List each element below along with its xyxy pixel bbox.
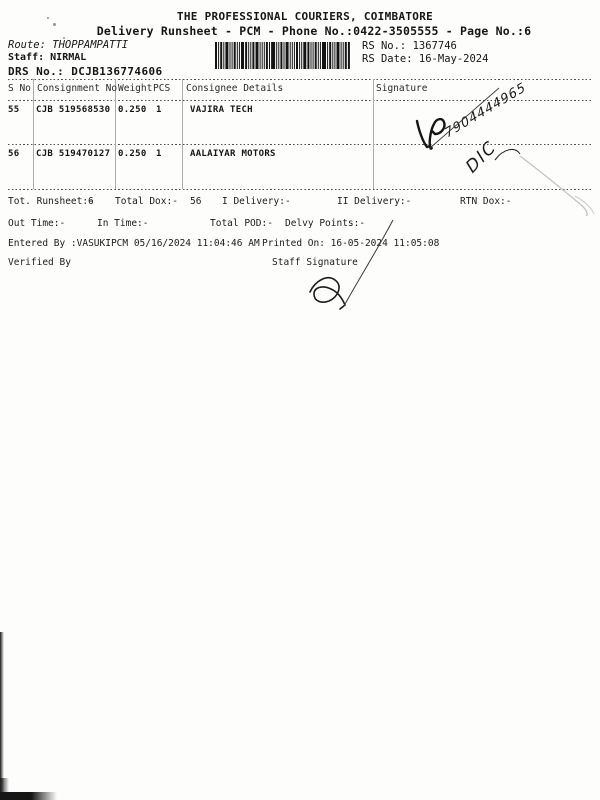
table-row-cell-weight: 0.250 <box>118 149 147 159</box>
scan-speck <box>63 37 65 39</box>
total-dox-label: Total Dox:- <box>115 196 178 207</box>
staff-signature-scribble <box>309 277 346 310</box>
scan-edge-shadow <box>0 778 9 800</box>
out-time-label: Out Time:- <box>8 218 66 229</box>
printed-on-text: Printed On: 16-05-2024 11:05:08 <box>262 238 440 249</box>
column-header-signature: Signature <box>376 83 428 94</box>
table-row-cell-pcs: 1 <box>156 105 162 115</box>
drs-value: DCJB136774606 <box>71 65 163 78</box>
ink-dot <box>429 146 433 150</box>
ii-delivery-label: II Delivery:- <box>337 196 412 207</box>
scan-speck <box>47 17 49 19</box>
i-delivery-label: I Delivery:- <box>222 196 291 207</box>
table-row-cell-pcs: 1 <box>156 149 162 159</box>
table-row-cell-consignee: VAJIRA TECH <box>190 105 253 115</box>
company-title: THE PROFESSIONAL COURIERS, COIMBATORE <box>176 10 434 23</box>
scan-edge-shadow <box>0 632 4 798</box>
drs-label: DRS No.: <box>8 65 65 78</box>
table-bottom-rule <box>8 189 592 190</box>
table-row-cell-consignee: AALAIYAR MOTORS <box>190 149 276 159</box>
rs-date-line: RS Date: 16-May-2024 <box>362 53 488 65</box>
column-header-consignment: Consignment No <box>37 83 118 94</box>
scan-speck <box>53 23 56 26</box>
staff-value: NIRMAL <box>50 52 87 63</box>
scan-edge-shadow <box>0 792 57 800</box>
table-row-cell-sno: 55 <box>8 105 20 115</box>
row1-signature-scribble <box>415 117 446 149</box>
route-line: Route: THOPPAMPATTI <box>8 39 128 51</box>
verified-by-label: Verified By <box>8 257 71 268</box>
table-row-cell-weight: 0.250 <box>118 105 147 115</box>
route-value: THOPPAMPATTI <box>52 39 129 51</box>
staff-signature-label: Staff Signature <box>272 257 358 268</box>
staff-label: Staff: <box>8 52 45 63</box>
route-label: Route: <box>8 39 46 51</box>
table-row-cell-consignment: CJB 519568530 <box>36 105 111 115</box>
total-dox-value: 56 <box>190 196 202 207</box>
column-header-weight: Weight <box>118 83 153 94</box>
faint-stroke <box>574 195 595 215</box>
table-row-cell-sno: 56 <box>8 149 20 159</box>
rs-date-value: 16-May-2024 <box>418 53 489 65</box>
row-separator-rule <box>8 144 592 145</box>
rs-no-label: RS No.: <box>362 40 407 52</box>
total-pod-label: Total POD:- <box>210 218 273 229</box>
column-header-sno: S No <box>8 83 31 94</box>
table-top-rule <box>8 79 592 80</box>
column-header-consignee: Consignee Details <box>186 83 284 94</box>
handwritten-phone-note: 7904444965 <box>442 79 529 142</box>
drs-line: DRS No.: DCJB136774606 <box>8 65 163 78</box>
table-row-cell-consignment: CJB 519470127 <box>36 149 111 159</box>
staff-line: Staff: NIRMAL <box>8 52 86 63</box>
column-divider <box>115 79 116 189</box>
delvy-points-label: Delvy Points:- <box>285 218 366 229</box>
faint-stroke <box>519 155 588 217</box>
table-header-rule <box>8 100 592 101</box>
entered-by-text: Entered By :VASUKIPCM 05/16/2024 11:04:4… <box>8 238 260 249</box>
runsheet-subtitle: Delivery Runsheet - PCM - Phone No.:0422… <box>96 24 532 38</box>
in-time-label: In Time:- <box>97 218 149 229</box>
tot-runsheet-value: 6 <box>88 196 94 207</box>
column-divider <box>33 79 34 189</box>
rtn-dox-label: RTN Dox:- <box>460 196 512 207</box>
rs-date-label: RS Date: <box>362 53 413 65</box>
tot-runsheet-label: Tot. Runsheet:- <box>8 196 94 207</box>
column-divider <box>373 79 374 189</box>
rs-no-value: 1367746 <box>412 40 457 52</box>
column-header-pcs: PCS <box>153 83 171 94</box>
handwritten-dic-note: DIC <box>462 136 501 178</box>
rs-no-line: RS No.: 1367746 <box>362 40 457 52</box>
column-divider <box>182 79 183 189</box>
